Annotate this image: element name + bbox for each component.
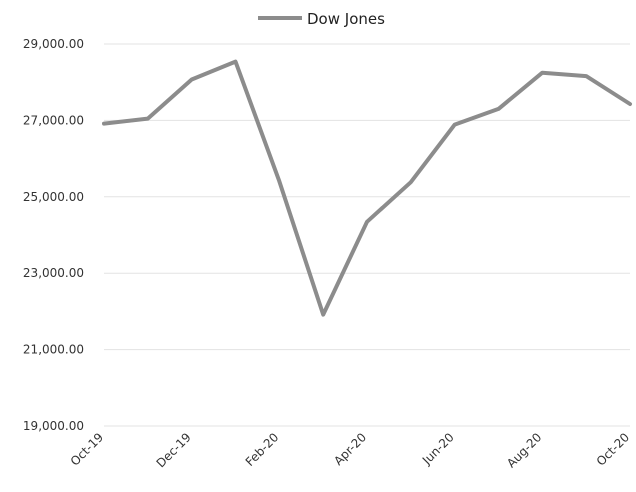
y-tick-label: 29,000.00	[23, 37, 84, 51]
y-tick-label: 19,000.00	[23, 419, 84, 433]
x-tick-label: Oct-20	[594, 430, 632, 468]
plot-area	[102, 59, 632, 317]
legend: Dow Jones	[258, 10, 385, 28]
x-tick-label: Dec-19	[154, 430, 194, 470]
x-axis: Oct-19 Dec-19 Feb-20 Apr-20 Jun-20 Aug-20 Oct-…	[68, 430, 632, 470]
y-tick-label: 23,000.00	[23, 266, 84, 280]
y-tick-label: 21,000.00	[23, 343, 84, 357]
legend-label-dow-jones: Dow Jones	[307, 10, 385, 28]
x-tick-label: Oct-19	[68, 430, 106, 468]
x-tick-label: Feb-20	[243, 430, 282, 469]
y-axis: 19,000.00 21,000.00 23,000.00 25,000.00 27,0…	[23, 37, 84, 433]
gridlines	[104, 43, 630, 427]
y-tick-label: 27,000.00	[23, 113, 84, 127]
y-tick-label: 25,000.00	[23, 190, 84, 204]
x-tick-label: Jun-20	[419, 430, 457, 468]
series-line-dow-jones	[102, 59, 632, 317]
x-tick-label: Aug-20	[504, 430, 544, 470]
x-tick-label: Apr-20	[331, 430, 369, 468]
